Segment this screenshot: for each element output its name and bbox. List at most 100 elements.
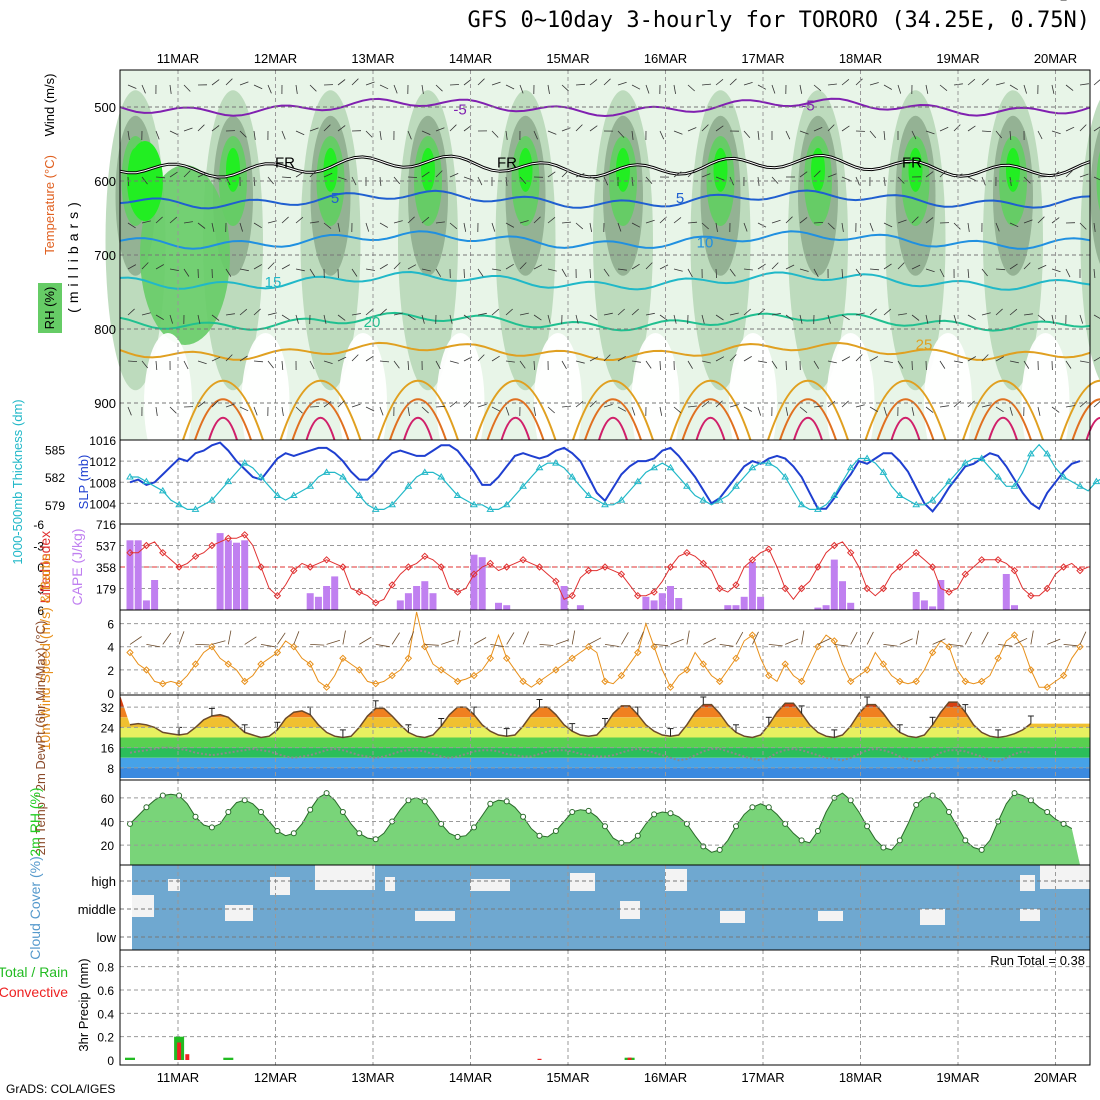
wind-barb [365, 268, 375, 271]
thickness-marker [568, 473, 577, 480]
rh-marker [814, 828, 821, 834]
lifted-index-marker [830, 541, 839, 550]
wind-barb [267, 262, 275, 270]
wind-barb [155, 264, 164, 270]
wind-barb [673, 217, 682, 224]
lifted-index-marker [322, 556, 331, 564]
wind-barb [1065, 170, 1073, 178]
rh-marker [716, 846, 723, 853]
wind-barb [424, 644, 439, 646]
wind-barb [533, 130, 538, 140]
wind-speed-marker [224, 660, 233, 668]
cape-bar [495, 602, 502, 610]
cape-bar [667, 586, 674, 610]
wind-barb [645, 84, 650, 94]
wind-barb [561, 170, 569, 178]
wind-barb [785, 360, 787, 371]
wind-barb [841, 222, 844, 232]
wind-barb [225, 268, 232, 277]
cape-bar [396, 600, 404, 610]
wind-barb [939, 360, 946, 369]
wind-barb [225, 78, 233, 86]
wind-barb [621, 632, 629, 645]
wind-barb [967, 222, 970, 232]
wind-barb [785, 216, 793, 224]
wind-barb [295, 84, 298, 94]
cape-bar [748, 562, 756, 610]
lifted-index-marker [896, 563, 904, 571]
wind-barb [375, 644, 390, 648]
wind-barb [813, 405, 823, 408]
cape-bar [830, 559, 838, 610]
wind-barb [589, 125, 598, 132]
temperature-contour-label: FR [497, 155, 517, 172]
date-label-top: 20MAR [1034, 51, 1077, 66]
wind-barb [155, 314, 164, 320]
temperature-contour-30 [864, 379, 947, 441]
rh-marker [421, 798, 428, 805]
wind-barb [785, 314, 794, 321]
wind-barb [869, 308, 877, 316]
wind-barb [603, 312, 613, 316]
temperature-contour-35 [584, 398, 642, 441]
wind-barb [141, 84, 146, 94]
wind-barb [799, 130, 809, 135]
temperature-contour-30 [962, 379, 1044, 441]
wind-barb [687, 360, 693, 369]
wind-barb [183, 360, 189, 370]
wind-barb [827, 173, 837, 178]
wind-barb [337, 356, 347, 362]
wind-barb [939, 170, 947, 178]
cape-bar [576, 605, 584, 610]
wind-barb [169, 130, 179, 136]
temperature-contour-35 [486, 398, 545, 441]
cloud-gap [570, 873, 595, 891]
wind-barb [948, 644, 963, 647]
wind-barb [869, 82, 879, 86]
wind-barb [491, 268, 501, 271]
cloud-gap [168, 879, 180, 891]
wind-barb [687, 405, 697, 408]
date-label-bottom: 15MAR [546, 1070, 589, 1085]
y-axis-label-cape: CAPE (J/kg) [69, 528, 85, 605]
temperature-contour-40 [305, 417, 336, 441]
wind-barb [1009, 360, 1019, 364]
wind-barb [799, 314, 803, 324]
wind-barb [281, 406, 284, 416]
cloud-gap [818, 911, 843, 921]
date-label-top: 16MAR [644, 51, 687, 66]
temperature-contour-35 [389, 398, 447, 441]
date-label-top: 11MAR [157, 51, 199, 66]
wind-barb [490, 644, 505, 647]
wind-barb [253, 308, 261, 316]
rh-marker [405, 797, 412, 804]
rh-marker [159, 792, 166, 799]
wind-barb [897, 176, 905, 184]
temperature-contour-35 [1071, 398, 1100, 441]
wind-barb [449, 124, 457, 132]
rh-marker [143, 804, 150, 811]
wind-barb [239, 268, 249, 272]
wind-barb [631, 130, 634, 140]
lifted-index-marker [814, 563, 822, 571]
thickness-marker [519, 482, 527, 489]
wind-barb [785, 264, 795, 270]
wind-barb [673, 268, 683, 272]
cloud-gap [620, 901, 640, 919]
rh-marker [1011, 790, 1018, 797]
wind-barb [673, 406, 682, 414]
wind-barb [771, 176, 779, 184]
temperature-contour-35 [291, 398, 350, 441]
wind-barb [953, 400, 962, 408]
cape-bar [732, 605, 740, 610]
wind-barb [155, 176, 166, 179]
thickness-marker [224, 477, 233, 485]
wind-barb [1023, 262, 1031, 270]
wind-barb [729, 312, 739, 316]
rh-marker [323, 790, 330, 797]
wind-barb [995, 356, 1004, 362]
rh-marker [536, 832, 543, 839]
wind-barb [183, 170, 191, 178]
thickness-marker [633, 477, 642, 485]
y-axis-label-temperature: Temperature (°C) [42, 155, 57, 255]
